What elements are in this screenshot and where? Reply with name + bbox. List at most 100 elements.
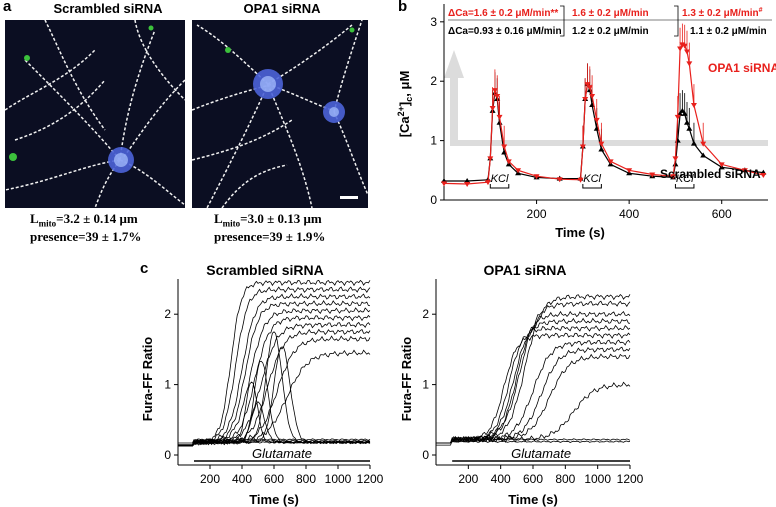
y-tick-label: 3 [430, 15, 437, 29]
green-spot [24, 55, 30, 61]
neurite [122, 79, 185, 159]
x-tick-label: 1200 [357, 472, 384, 486]
panel-c-right-chart: 0 1 2 200 400 600 800 1000 1200 Glutamate Time … [400, 279, 644, 507]
data-point [505, 159, 512, 165]
micrograph-scrambled-svg [5, 20, 185, 208]
panel-a-left-presence: presence=39 ± 1.7% [30, 229, 142, 244]
data-point [584, 82, 591, 88]
data-point [674, 114, 681, 120]
y-tick-label: 1 [430, 134, 437, 148]
annot-red-2: 1.6 ± 0.2 μM/min [572, 8, 649, 19]
kcl-bars: KCl KCl KCl [489, 173, 695, 189]
neurite [267, 83, 313, 208]
neurite [333, 20, 363, 113]
neurite [221, 164, 288, 208]
trace-line-2 [436, 310, 631, 444]
neurite [267, 83, 333, 111]
x-tick-label: 600 [712, 207, 732, 221]
glutamate-bar: Glutamate [194, 446, 370, 462]
x-tick-label: 800 [555, 472, 575, 486]
series-label-scrambled: Scrambled siRNA [660, 167, 761, 181]
trace-line-9 [178, 349, 371, 447]
data-point [593, 117, 600, 123]
panel-c-letter: c [140, 260, 149, 277]
trace-line-3 [178, 299, 371, 447]
x-axis-label: Time (s) [249, 492, 299, 507]
data-point [487, 156, 494, 162]
data-point [700, 141, 707, 147]
data-point [577, 177, 584, 183]
annot-red-3: 1.3 ± 0.2 μM/min# [682, 7, 763, 19]
trace-line-12 [178, 360, 371, 447]
trace-line-13 [178, 381, 371, 447]
data-point [464, 177, 471, 183]
trace-line-9 [436, 381, 631, 444]
panel-a-letter: a [3, 0, 12, 15]
neurite [333, 111, 368, 196]
kcl-label: KCl [583, 173, 601, 185]
trace-line-7 [436, 346, 631, 444]
kcl-bar [489, 184, 510, 189]
data-point [501, 144, 508, 150]
y-tick-label: 1 [422, 378, 429, 392]
data-point [690, 102, 697, 108]
trace-line-10 [436, 438, 631, 444]
green-spot [148, 25, 154, 31]
neurite [134, 20, 185, 101]
data-point [533, 174, 540, 180]
nucleus-core [329, 107, 339, 117]
trace-line-17 [178, 441, 371, 447]
data-point [649, 172, 656, 178]
trace-line-15 [178, 438, 371, 444]
y-tick-label: 0 [164, 448, 171, 462]
green-spot [349, 27, 355, 33]
arrow-head [444, 50, 464, 78]
data-point [579, 144, 586, 150]
trace-line-11 [178, 346, 371, 447]
y-tick-label: 0 [422, 448, 429, 462]
x-ticks: 200 400 600 800 1000 1200 [200, 465, 384, 486]
data-point [681, 110, 688, 116]
trace-line-4 [178, 307, 371, 447]
y-ticks: 0 1 2 3 [430, 15, 444, 207]
neurite [267, 24, 353, 85]
panel-a-right-presence: presence=39 ± 1.9% [214, 229, 326, 244]
green-spot [225, 47, 231, 53]
y-ticks: 0 1 2 [164, 307, 178, 462]
panel-a-left-caption: Lmito=3.2 ± 0.14 μm [30, 211, 138, 229]
x-tick-label: 200 [200, 472, 220, 486]
x-axis-label: Time (s) [508, 492, 558, 507]
data-point [686, 125, 693, 131]
data-point [626, 168, 633, 174]
y-tick-label: 2 [164, 307, 171, 321]
neurite [206, 83, 269, 208]
y-axis-label: [Ca2+]c, μM [396, 71, 414, 138]
trace-line-0 [436, 294, 631, 444]
x-ticks: 200 400 600 800 1000 1200 [458, 465, 644, 486]
data-point [489, 105, 496, 111]
y-tick-label: 2 [422, 307, 429, 321]
annot-black-1: ΔCa=0.93 ± 0.16 μM/min [448, 26, 562, 37]
panel-c-right-title: OPA1 siRNA [483, 262, 567, 278]
data-point [684, 119, 690, 125]
data-point [677, 46, 684, 52]
data-point [718, 162, 725, 168]
data-point [484, 180, 491, 186]
micrograph-opa1 [192, 20, 368, 208]
nucleus-core [114, 153, 128, 167]
traces-group [178, 279, 371, 447]
micrograph-scrambled [5, 20, 185, 208]
x-tick-label: 200 [458, 472, 478, 486]
panel-a-right-title: OPA1 siRNA [243, 1, 321, 16]
bracket [560, 5, 565, 37]
neurite [14, 79, 106, 141]
data-point [515, 168, 522, 174]
y-axis-label: Fura-FF Ratio [140, 337, 155, 422]
neurite [5, 49, 96, 111]
kcl-bar [674, 184, 695, 189]
green-spot [9, 153, 17, 161]
series-group [441, 23, 767, 187]
trace-line-6 [436, 339, 631, 444]
data-point [672, 156, 679, 162]
scale-bar [340, 196, 358, 199]
